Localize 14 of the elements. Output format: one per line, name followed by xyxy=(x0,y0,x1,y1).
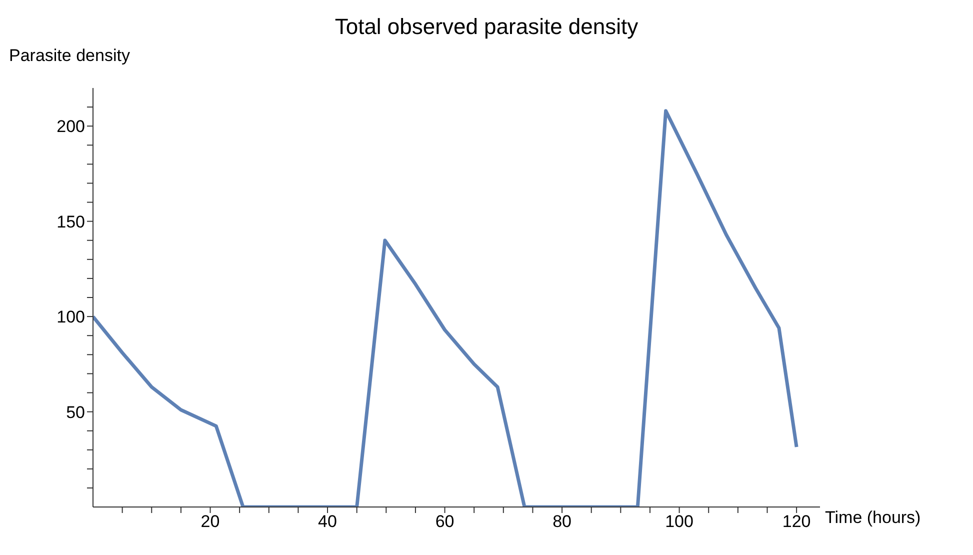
y-tick-label: 100 xyxy=(56,308,85,327)
chart-title: Total observed parasite density xyxy=(334,14,640,40)
x-axis-title: Time (hours) xyxy=(825,508,921,528)
x-tick-label: 60 xyxy=(435,512,454,532)
x-tick-label: 20 xyxy=(200,512,220,532)
y-tick-label: 150 xyxy=(56,212,85,232)
y-tick-label: 50 xyxy=(66,402,85,422)
x-tick-label: 120 xyxy=(782,512,811,532)
y-axis-title: Parasite density xyxy=(9,46,130,66)
x-tick-label: 100 xyxy=(665,512,694,532)
y-tick-label: 200 xyxy=(56,117,85,136)
line-series xyxy=(93,109,798,507)
x-tick-label: 80 xyxy=(552,512,572,532)
x-tick-label: 40 xyxy=(318,512,337,532)
